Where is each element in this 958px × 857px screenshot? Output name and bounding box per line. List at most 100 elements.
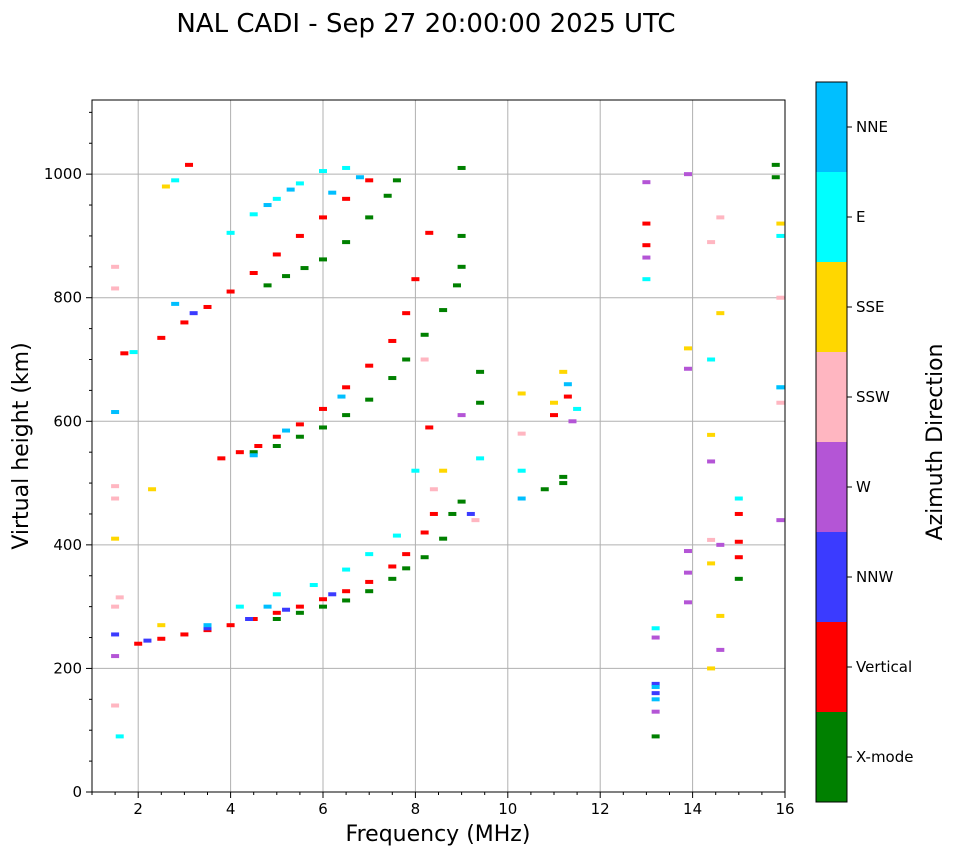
data-point: [642, 277, 651, 282]
data-point: [111, 703, 120, 708]
data-point: [111, 484, 120, 489]
data-point: [272, 444, 281, 448]
data-point: [309, 583, 318, 588]
data-point: [365, 589, 374, 594]
data-point: [263, 283, 272, 288]
data-point: [573, 406, 582, 411]
data-point: [319, 406, 327, 411]
data-point: [319, 215, 327, 220]
data-point: [282, 607, 291, 612]
x-tick-label: 6: [318, 800, 328, 818]
data-point: [429, 511, 438, 516]
data-point: [263, 203, 272, 208]
y-tick-label: 1000: [44, 165, 82, 183]
data-point: [683, 549, 692, 554]
data-point: [517, 468, 526, 473]
data-point: [328, 592, 337, 597]
data-point: [776, 385, 785, 390]
data-point: [651, 697, 660, 702]
data-point: [235, 450, 244, 455]
data-point: [161, 184, 170, 189]
data-point: [439, 468, 448, 473]
data-point: [439, 536, 448, 541]
data-point: [457, 233, 466, 238]
data-point: [295, 610, 304, 615]
data-point: [683, 570, 692, 575]
data-point: [295, 181, 304, 186]
data-point: [342, 385, 351, 390]
data-point: [171, 301, 180, 306]
data-point: [559, 369, 568, 374]
data-point: [365, 579, 374, 584]
data-point: [476, 369, 485, 374]
colorbar-swatch: [816, 82, 847, 172]
data-point: [319, 257, 327, 262]
data-point: [563, 394, 572, 399]
data-point: [540, 487, 549, 492]
data-point: [342, 240, 351, 245]
data-point: [776, 400, 785, 405]
data-point: [651, 681, 660, 686]
data-point: [254, 444, 263, 448]
data-point: [716, 647, 725, 652]
data-point: [683, 346, 692, 351]
data-point: [342, 567, 351, 572]
colorbar-label-w: W: [856, 478, 871, 496]
data-point: [476, 456, 485, 461]
colorbar-swatch: [816, 442, 847, 532]
data-point: [263, 604, 272, 609]
data-point: [651, 626, 660, 631]
data-point: [249, 271, 258, 275]
data-point: [157, 335, 166, 340]
colorbar-label-nnw: NNW: [856, 568, 893, 586]
data-point: [342, 589, 351, 594]
data-point: [388, 564, 397, 569]
data-point: [517, 496, 526, 501]
data-point: [402, 552, 411, 557]
data-point: [295, 604, 304, 609]
data-point: [388, 376, 397, 381]
y-tick-label: 600: [53, 412, 82, 430]
data-point: [328, 190, 337, 195]
data-point: [402, 566, 411, 571]
data-point: [365, 178, 374, 183]
data-point: [392, 533, 401, 538]
data-point: [355, 175, 364, 180]
data-point: [245, 617, 254, 621]
colorbar-swatch: [816, 262, 847, 352]
data-point: [111, 536, 120, 541]
x-axis-label: Frequency (MHz): [346, 822, 531, 847]
data-point: [111, 496, 120, 501]
colorbar-label-ssw: SSW: [856, 388, 890, 406]
data-point: [425, 425, 434, 430]
data-point: [420, 530, 429, 535]
data-point: [111, 264, 120, 269]
data-point: [734, 496, 743, 501]
y-tick-label: 800: [53, 289, 82, 307]
data-point: [157, 623, 166, 628]
data-point: [272, 196, 281, 201]
colorbar-swatch: [816, 532, 847, 622]
data-point: [411, 468, 420, 473]
data-point: [411, 277, 420, 282]
data-point: [342, 196, 351, 201]
data-point: [388, 338, 397, 343]
data-point: [111, 632, 120, 637]
data-point: [568, 419, 577, 424]
data-point: [651, 709, 660, 714]
data-point: [457, 165, 466, 170]
data-point: [642, 243, 651, 248]
data-point: [771, 175, 780, 180]
data-point: [365, 397, 374, 402]
data-point: [425, 230, 434, 235]
data-point: [707, 459, 716, 464]
data-point: [157, 636, 166, 641]
data-point: [295, 434, 304, 439]
data-point: [457, 499, 466, 504]
data-point: [392, 178, 401, 183]
data-point: [651, 684, 660, 689]
data-point: [272, 592, 281, 597]
data-point: [563, 382, 572, 387]
data-point: [337, 394, 346, 399]
data-point: [559, 474, 568, 479]
